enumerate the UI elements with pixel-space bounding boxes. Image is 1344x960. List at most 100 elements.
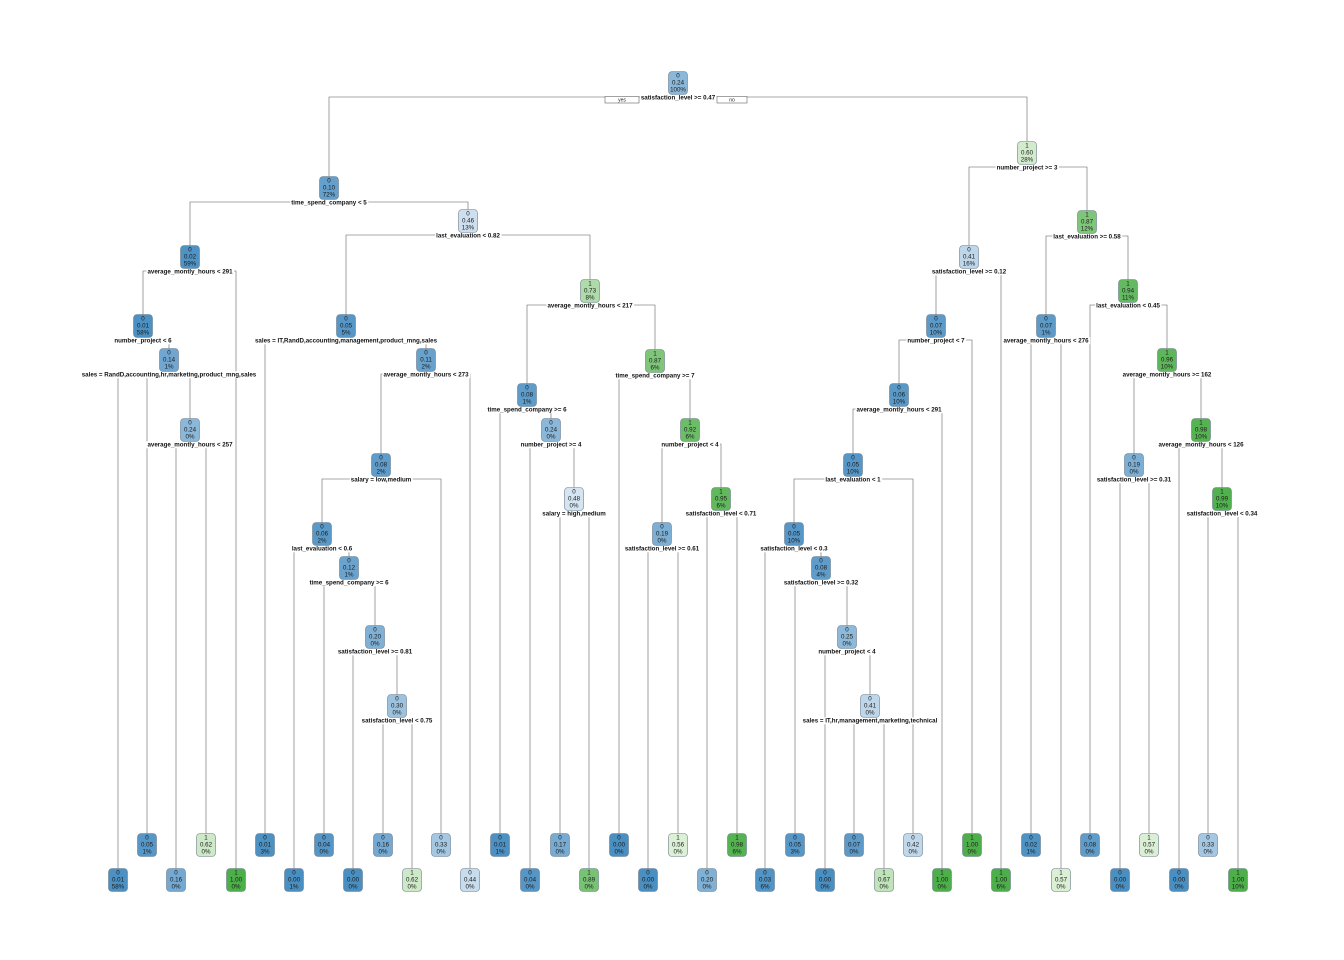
leaf-node: 00.000%	[609, 833, 629, 857]
tree-edge	[529, 443, 551, 869]
node-percent: 4%	[817, 572, 826, 579]
node-class: 0	[1206, 835, 1210, 842]
split-label-background	[349, 476, 413, 484]
tree-node: 00.081%	[517, 383, 537, 407]
split-label: number_project < 6	[114, 337, 172, 344]
leaf-node: 10.890%	[579, 868, 599, 892]
tree-edge	[1178, 443, 1201, 869]
split-label-background	[1052, 233, 1123, 241]
node-class: 0	[379, 455, 383, 462]
split-label-background	[308, 579, 391, 587]
node-percent: 72%	[323, 192, 336, 199]
split-label-background	[253, 337, 439, 345]
split-label-background	[995, 164, 1059, 172]
node-class: 0	[116, 870, 120, 877]
split-label: number_project < 4	[661, 441, 719, 448]
node-probability: 0.06	[893, 392, 906, 399]
node-probability: 0.07	[1040, 323, 1053, 330]
tree-edge	[381, 478, 442, 834]
node-class: 0	[549, 420, 553, 427]
node-percent: 1%	[496, 849, 505, 856]
tree-edge	[264, 339, 346, 834]
node-percent: 1%	[143, 849, 152, 856]
node-box	[860, 694, 880, 718]
node-percent: 28%	[1021, 157, 1034, 164]
tree-node: 00.190%	[1124, 453, 1144, 477]
node-class: 0	[868, 696, 872, 703]
tree-node: 10.738%	[580, 279, 600, 303]
node-probability: 0.25	[841, 634, 854, 641]
tree-node: 10.956%	[711, 487, 731, 511]
node-probability: 0.05	[789, 842, 802, 849]
node-percent: 0%	[850, 849, 859, 856]
node-box	[108, 868, 128, 892]
split-label: average_montly_hours >= 162	[1123, 371, 1212, 378]
node-box	[1124, 453, 1144, 477]
node-box	[668, 71, 688, 95]
split-label-background	[360, 717, 434, 725]
split-label: sales = IT,RandD,accounting,management,p…	[255, 337, 438, 344]
node-box	[889, 383, 909, 407]
node-box	[564, 487, 584, 511]
node-percent: 0%	[644, 884, 653, 891]
node-probability: 0.98	[1195, 427, 1208, 434]
tree-edge	[794, 581, 821, 834]
split-label: satisfaction_level < 0.71	[686, 510, 757, 517]
node-class: 0	[188, 247, 192, 254]
node-probability: 0.14	[163, 357, 176, 364]
node-probability: 0.00	[288, 877, 301, 884]
node-class: 1	[1165, 350, 1169, 357]
node-box	[668, 833, 688, 857]
node-probability: 0.16	[170, 877, 183, 884]
node-probability: 0.41	[963, 254, 976, 261]
leaf-node: 00.000%	[815, 868, 835, 892]
split-label: time_spend_company >= 6	[487, 406, 567, 413]
tree-edge	[590, 304, 656, 350]
node-box	[638, 868, 658, 892]
node-percent: 0%	[371, 641, 380, 648]
node-class: 0	[705, 870, 709, 877]
tree-edge	[662, 547, 679, 834]
tree-edge	[706, 512, 721, 869]
node-probability: 1.00	[230, 877, 243, 884]
tree-edge	[899, 408, 943, 869]
leaf-node: 10.570%	[1051, 868, 1071, 892]
tree-edge	[321, 478, 381, 523]
node-box	[1036, 314, 1056, 338]
node-class: 0	[1177, 870, 1181, 877]
tree-node: 00.200%	[365, 625, 385, 649]
leaf-node: 10.670%	[874, 868, 894, 892]
node-probability: 0.33	[1202, 842, 1215, 849]
tree-edge	[936, 339, 973, 834]
tree-edge	[647, 547, 662, 869]
node-class: 0	[617, 835, 621, 842]
node-class: 0	[347, 558, 351, 565]
split-label-background	[1121, 371, 1213, 379]
node-percent: 8%	[586, 295, 595, 302]
node-box	[1191, 418, 1211, 442]
node-probability: 0.04	[524, 877, 537, 884]
split-labels: satisfaction_level >= 0.47 time_spend_com…	[80, 94, 1259, 725]
node-box	[458, 209, 478, 233]
leaf-node: 00.001%	[284, 868, 304, 892]
node-probability: 0.67	[878, 877, 891, 884]
node-box	[284, 868, 304, 892]
tree-edge	[293, 547, 322, 869]
no-branch-label: no	[729, 98, 735, 104]
node-class: 0	[381, 835, 385, 842]
node-box	[133, 314, 153, 338]
node-box	[431, 833, 451, 857]
node-box	[1198, 833, 1218, 857]
tree-node: 00.300%	[387, 694, 407, 718]
node-class: 1	[676, 835, 680, 842]
node-class: 0	[468, 870, 472, 877]
node-class: 0	[646, 870, 650, 877]
node-probability: 0.17	[554, 842, 567, 849]
node-class: 0	[327, 178, 331, 185]
tree-edge	[764, 547, 794, 869]
tree-edge	[655, 374, 691, 419]
tree-node: 00.112%	[416, 348, 436, 372]
node-probability: 0.57	[1143, 842, 1156, 849]
